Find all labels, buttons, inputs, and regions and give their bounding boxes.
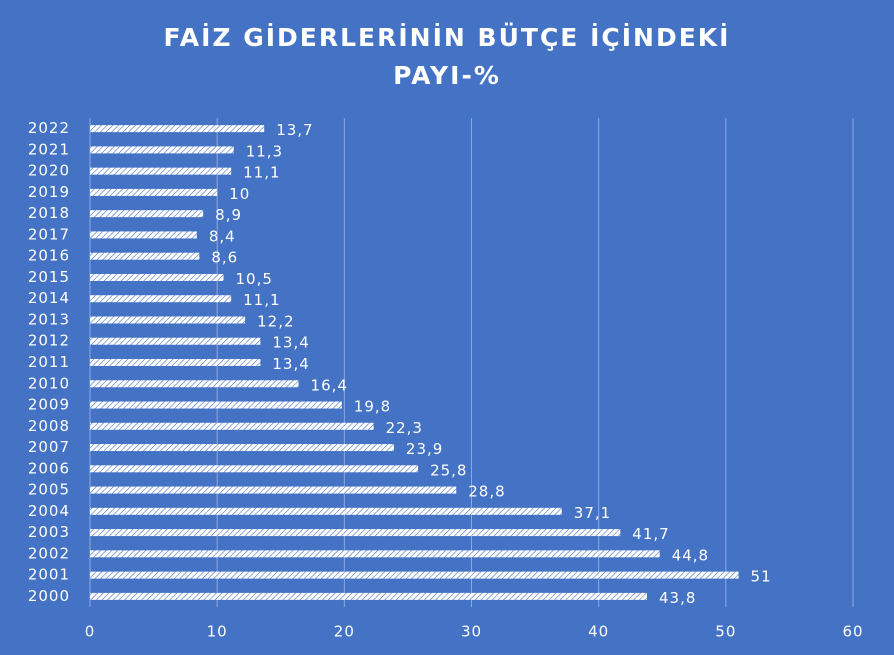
- x-tick-label: 60: [842, 623, 863, 641]
- data-label: 13,4: [272, 334, 309, 352]
- bar: [90, 571, 739, 579]
- y-tick-label: 2022: [28, 119, 70, 137]
- bar: [90, 380, 299, 388]
- y-tick-label: 2011: [28, 353, 70, 371]
- data-label: 23,9: [406, 440, 443, 458]
- y-tick-label: 2012: [28, 332, 70, 350]
- data-label: 25,8: [430, 461, 467, 479]
- data-label: 37,1: [574, 504, 611, 522]
- y-tick-label: 2008: [28, 417, 70, 435]
- y-tick-label: 2015: [28, 268, 70, 286]
- data-label: 41,7: [632, 525, 669, 543]
- y-tick-label: 2005: [28, 481, 70, 499]
- bar: [90, 359, 261, 366]
- chart-title: FAİZ GİDERLERİNİN BÜTÇE İÇİNDEKİ: [164, 22, 731, 52]
- data-label: 19,8: [354, 398, 391, 416]
- data-label: 13,7: [276, 121, 313, 139]
- bar: [90, 337, 261, 345]
- data-label: 11,1: [243, 291, 280, 309]
- bar: [90, 252, 200, 260]
- bar: [90, 231, 197, 239]
- bar: [90, 146, 234, 154]
- y-tick-label: 2002: [28, 544, 70, 562]
- data-label: 11,3: [246, 142, 283, 160]
- bar: [90, 550, 660, 558]
- bar: [90, 507, 562, 515]
- data-label: 16,4: [311, 376, 348, 394]
- data-label: 44,8: [672, 546, 709, 564]
- bar: [90, 444, 394, 452]
- y-tick-label: 2010: [28, 374, 70, 392]
- data-label: 10,5: [236, 270, 273, 288]
- bar: [90, 592, 647, 600]
- y-tick-label: 2020: [28, 162, 70, 180]
- bar: [90, 167, 232, 175]
- bar: [90, 125, 265, 133]
- y-tick-label: 2004: [28, 502, 70, 520]
- bar: [90, 188, 218, 196]
- y-tick-label: 2021: [28, 140, 70, 158]
- data-label: 8,4: [209, 227, 236, 245]
- x-tick-label: 10: [207, 623, 228, 641]
- x-tick-label: 40: [588, 623, 609, 641]
- x-tick-label: 0: [85, 623, 96, 641]
- data-label: 22,3: [386, 419, 423, 437]
- bar: [90, 210, 204, 218]
- data-label: 13,4: [272, 355, 309, 373]
- data-label: 12,2: [257, 312, 294, 330]
- bar: [90, 295, 232, 303]
- x-tick-label: 20: [334, 623, 355, 641]
- y-tick-label: 2017: [28, 225, 70, 243]
- bar: [90, 486, 457, 494]
- bar: [90, 401, 342, 409]
- y-tick-label: 2007: [28, 438, 70, 456]
- bar: [90, 316, 246, 324]
- bar: [90, 422, 374, 430]
- chart-title: PAYI-%: [393, 61, 501, 90]
- data-label: 28,8: [468, 483, 505, 501]
- y-tick-label: 2003: [28, 523, 70, 541]
- y-tick-label: 2000: [28, 587, 70, 605]
- x-tick-label: 30: [461, 623, 482, 641]
- data-label: 8,6: [211, 249, 238, 267]
- data-label: 11,1: [243, 164, 280, 182]
- data-label: 8,9: [215, 206, 242, 224]
- data-label: 51: [751, 568, 772, 586]
- bar: [90, 529, 621, 537]
- bar: [90, 273, 224, 281]
- y-tick-label: 2009: [28, 396, 70, 414]
- y-tick-label: 2016: [28, 247, 70, 265]
- y-tick-label: 2013: [28, 310, 70, 328]
- x-tick-label: 50: [715, 623, 736, 641]
- bar: [90, 465, 419, 473]
- y-tick-label: 2001: [28, 566, 70, 584]
- data-label: 43,8: [659, 589, 696, 607]
- data-label: 10: [229, 185, 250, 203]
- y-tick-label: 2018: [28, 204, 70, 222]
- y-tick-label: 2014: [28, 289, 70, 307]
- y-tick-label: 2006: [28, 459, 70, 477]
- y-tick-label: 2019: [28, 183, 70, 201]
